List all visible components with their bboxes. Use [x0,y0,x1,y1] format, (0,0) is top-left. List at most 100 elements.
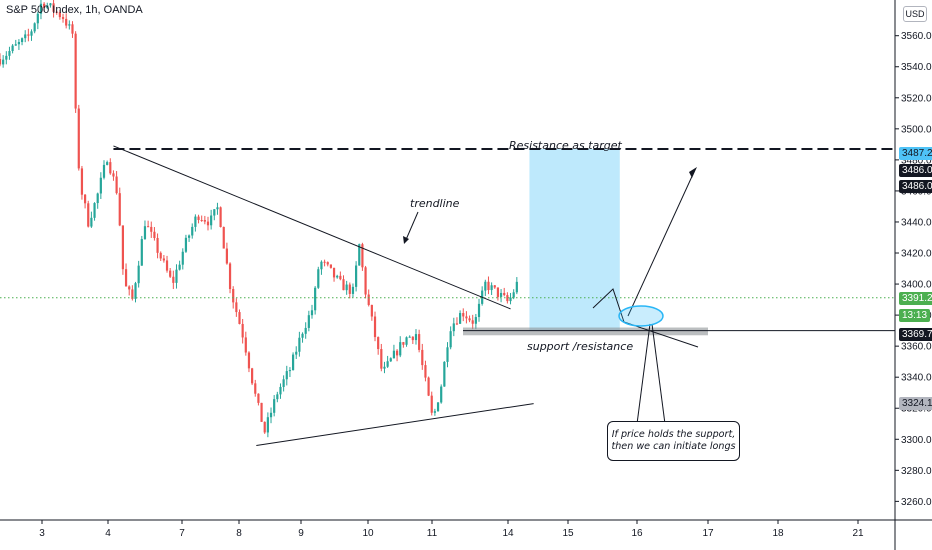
candle-body [241,323,244,338]
candle-body [339,275,342,280]
candle-body [452,323,455,332]
candle-body [165,260,169,271]
candle-body [58,12,61,18]
candle-body [509,297,512,302]
candle-body [263,421,266,433]
candle-body [244,337,247,353]
candle-body [5,55,8,60]
candle-body [184,237,188,252]
candle-body [143,226,147,240]
target-top-price-label: 3487.2 [899,147,932,160]
y-tick-label: 3540.0 [901,62,932,73]
candle-body [288,370,292,372]
trendline-label-arrow [404,211,419,243]
candle-body [443,361,446,387]
candle-body [506,295,509,302]
callout-line-2: then we can initiate longs [611,441,736,452]
candle-body [112,173,115,177]
candle-body [162,258,165,261]
chart-title: S&P 500 Index, 1h, OANDA [6,4,143,16]
candle-body [52,3,55,12]
candle-body [477,303,481,318]
candlestick-series [0,0,518,438]
breakout-arrow-line [627,171,695,317]
candle-body [172,276,175,283]
candle-body [383,366,386,369]
resistance-price-label-a: 3486.0 [899,164,932,177]
candle-body [503,292,506,296]
candle-body [68,24,71,26]
y-tick-label: 3560.0 [901,31,932,42]
candle-body [446,347,449,362]
currency-button[interactable]: USD [903,6,927,22]
candle-body [14,44,17,46]
y-tick-label: 3420.0 [901,249,932,260]
candle-body [405,337,408,345]
candle-body [386,361,389,367]
candle-body [219,207,222,228]
candle-body [266,417,269,433]
candle-body [235,302,238,313]
candle-body [421,349,424,366]
candle-body [225,248,229,264]
candle-body [93,203,96,218]
callout-pointer-a [636,323,651,425]
y-tick-label: 3260.0 [901,497,932,508]
candle-body [465,316,468,319]
support-highlight-ellipse [618,305,664,327]
candle-body [282,379,285,387]
candle-body [449,331,452,348]
candle-body [468,318,471,321]
callout-line-1: If price holds the support, [611,429,736,440]
candle-body [118,193,121,226]
x-tick-label: 8 [236,528,242,539]
candle-body [395,350,399,356]
candle-body [128,286,131,290]
x-tick-label: 18 [772,528,784,539]
candle-body [402,342,405,345]
candle-body [33,23,36,32]
candle-body [496,287,500,297]
risk-reward-zones [529,149,620,331]
candle-body [115,176,118,194]
candle-body [295,351,298,355]
candle-body [440,386,443,403]
x-tick-label: 4 [105,528,111,539]
candle-body [326,262,329,265]
y-tick-label: 3400.0 [901,280,932,291]
candle-body [153,231,156,238]
candle-body [206,221,210,226]
x-tick-label: 7 [179,528,185,539]
x-tick-label: 9 [298,528,304,539]
candle-body [43,3,46,8]
candle-body [320,261,323,270]
candle-body [71,24,74,34]
candle-body [373,316,377,338]
candle-body [380,349,383,369]
trade-idea-callout: If price holds the support, then we can … [607,421,740,461]
candle-body [273,399,276,413]
candle-body [459,313,462,324]
candle-body [137,265,140,284]
y-tick-label: 3280.0 [901,466,932,477]
candle-body [269,412,273,418]
candle-body [342,279,345,291]
y-tick-label: 3520.0 [901,93,932,104]
candle-body [124,269,128,287]
candle-body [336,275,339,278]
candle-body [348,284,351,294]
candle-body [317,269,320,288]
candle-body [298,337,301,352]
candle-body [197,216,200,221]
candle-body [433,411,436,413]
candle-body [351,286,355,294]
candle-body [65,18,68,26]
candle-body [96,193,99,204]
candle-body [332,267,336,278]
candle-body [178,264,181,270]
candle-body [36,13,39,24]
candle-body [90,217,93,227]
